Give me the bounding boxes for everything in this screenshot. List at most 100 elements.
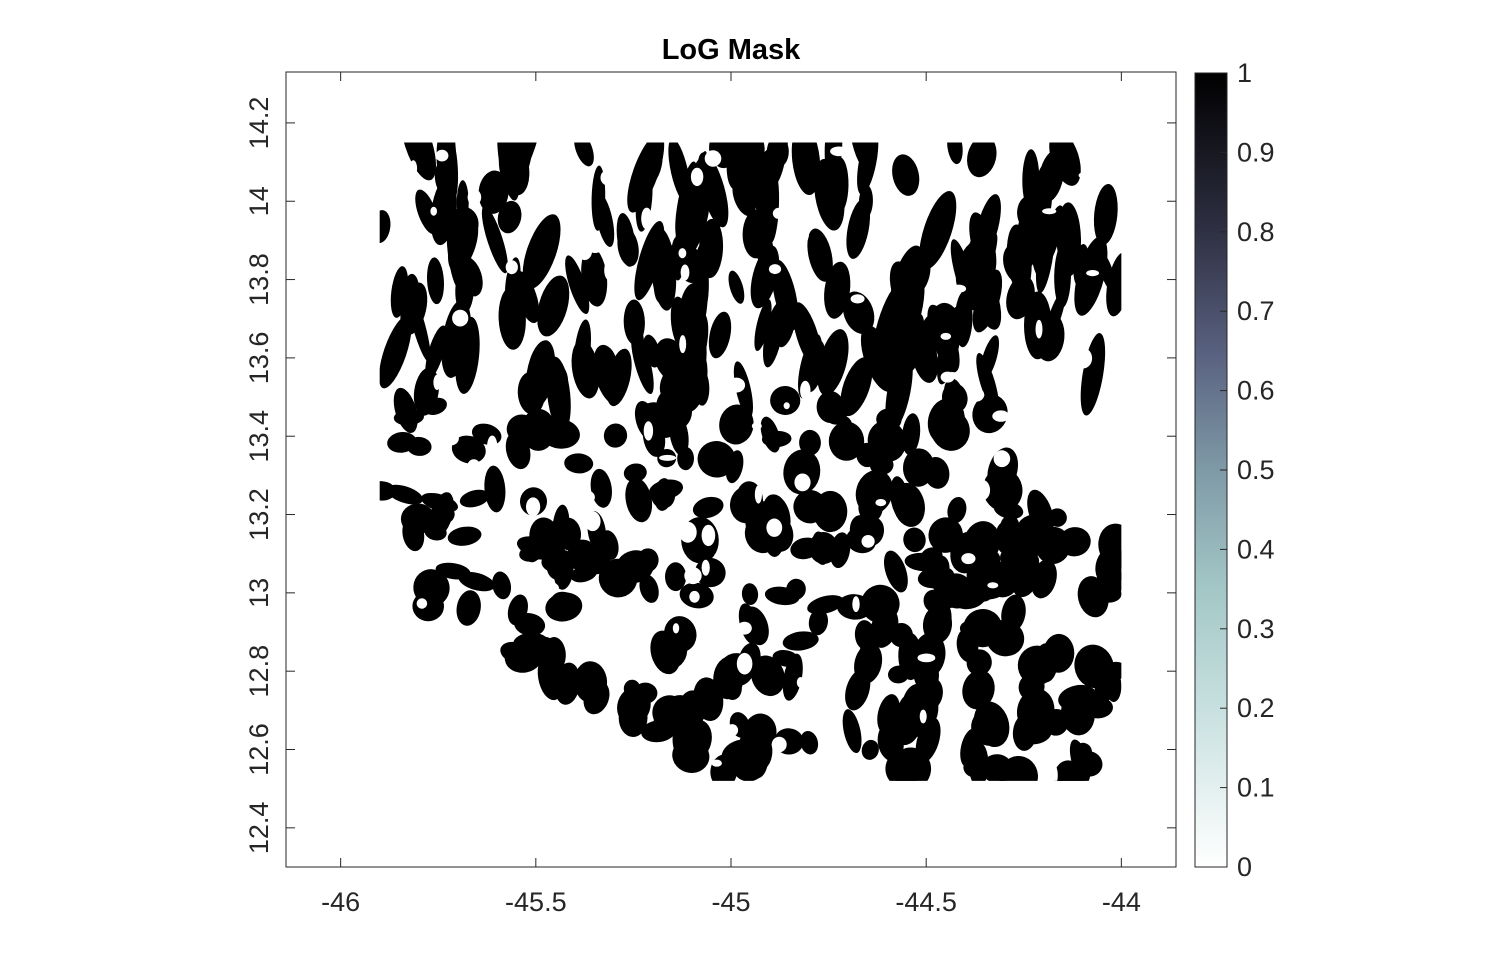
mask-blob <box>413 569 450 607</box>
mask-blob <box>1075 751 1103 777</box>
mask-blob <box>583 680 610 715</box>
mask-blob <box>761 430 792 448</box>
mask-hole <box>766 518 783 537</box>
mask-hole <box>526 497 541 517</box>
y-axis: 12.4 12.6 12.8 13 13.2 13.4 13.6 13.8 14 14.2 <box>244 97 1176 854</box>
mask-hole <box>701 559 710 576</box>
mask-blob <box>400 142 437 181</box>
mask-blob <box>593 344 618 382</box>
mask-blob <box>850 142 873 171</box>
mask-blob <box>845 669 871 711</box>
mask-hole <box>974 504 988 513</box>
mask-hole <box>690 167 704 187</box>
mask-hole <box>852 596 860 613</box>
mask-blob <box>379 481 396 501</box>
mask-hole <box>689 590 700 603</box>
mask-blob <box>652 695 687 730</box>
mask-blob <box>565 255 590 315</box>
mask-hole <box>726 724 739 737</box>
mask-hole <box>467 459 481 475</box>
mask-blob <box>478 170 509 214</box>
mask-blob <box>492 571 512 600</box>
mask-blob <box>484 465 506 513</box>
mask-blob <box>598 558 638 598</box>
mask-blob <box>739 726 773 772</box>
mask-blob <box>833 416 855 459</box>
y-tick-label: 14 <box>244 186 274 216</box>
mask-blob <box>648 479 684 500</box>
y-tick-label: 12.8 <box>244 645 274 698</box>
mask-hole <box>586 239 604 253</box>
mask-blob <box>954 291 973 348</box>
mask-blob <box>573 319 592 382</box>
y-tick-label: 13.4 <box>244 410 274 463</box>
mask-blob <box>693 368 710 406</box>
mask-blob <box>677 446 694 471</box>
mask-blob <box>581 247 608 307</box>
mask-hole <box>987 582 999 589</box>
mask-blob <box>447 526 482 546</box>
y-tick-label: 12.6 <box>244 723 274 776</box>
mask-hole <box>409 160 418 178</box>
colorbar-tick-label: 1 <box>1237 58 1252 88</box>
mask-blob <box>930 409 970 451</box>
mask-hole <box>796 677 805 688</box>
mask-hole <box>997 354 1008 366</box>
y-tick-label: 13 <box>244 578 274 608</box>
mask-blob <box>1104 666 1122 702</box>
mask-blob <box>732 177 756 217</box>
colorbar-tick-label: 0.4 <box>1237 534 1275 564</box>
mask-blob <box>603 423 628 448</box>
x-tick-label: -46 <box>321 887 360 917</box>
mask-blob <box>896 718 930 739</box>
mask-hole <box>684 567 702 585</box>
mask-hole <box>783 402 790 410</box>
mask-blob <box>553 550 574 590</box>
mask-blob <box>674 187 710 263</box>
mask-blob <box>728 270 745 304</box>
mask-blob <box>513 270 540 324</box>
mask-blob <box>872 285 902 362</box>
mask-blob <box>393 409 424 426</box>
mask-blob <box>1000 515 1020 536</box>
mask-blob <box>638 142 663 187</box>
mask-hole <box>668 191 676 211</box>
mask-blob <box>967 142 997 178</box>
mask-hole <box>444 431 459 446</box>
mask-blob <box>917 677 943 711</box>
colorbar-tick-label: 0.2 <box>1237 693 1275 723</box>
mask-hole <box>940 332 952 340</box>
mask-hole <box>1116 344 1122 356</box>
y-tick-label: 13.6 <box>244 332 274 385</box>
mask-hole <box>641 207 653 230</box>
mask-blob <box>505 431 531 470</box>
mask-blob <box>1028 696 1053 726</box>
mask-hole <box>1086 270 1099 277</box>
mask-blob <box>1039 205 1064 270</box>
mask-blob <box>379 316 412 389</box>
mask-hole <box>1042 208 1057 215</box>
mask-hole <box>583 427 596 448</box>
mask-blob <box>433 503 455 524</box>
mask-hole <box>850 294 865 304</box>
mask-blob <box>776 307 796 348</box>
mask-blob <box>901 413 921 455</box>
colorbar-tick-label: 0.8 <box>1237 217 1275 247</box>
mask-hole <box>1033 469 1043 483</box>
mask-blob <box>427 257 444 305</box>
mask-blob <box>618 698 648 737</box>
mask-hole <box>643 421 654 441</box>
mask-blob <box>919 191 957 270</box>
mask-blob <box>898 632 922 681</box>
y-tick-label: 12.4 <box>244 802 274 855</box>
chart-title: LoG Mask <box>662 34 801 66</box>
mask-blob <box>459 489 490 508</box>
mask-hole <box>659 454 677 461</box>
mask-blob <box>1030 559 1057 599</box>
mask-blob <box>386 484 424 505</box>
mask-blob <box>1106 252 1122 317</box>
mask-blob <box>861 739 879 760</box>
mask-blob <box>854 620 875 650</box>
mask-blob <box>814 158 845 231</box>
x-tick-label: -45 <box>711 887 750 917</box>
